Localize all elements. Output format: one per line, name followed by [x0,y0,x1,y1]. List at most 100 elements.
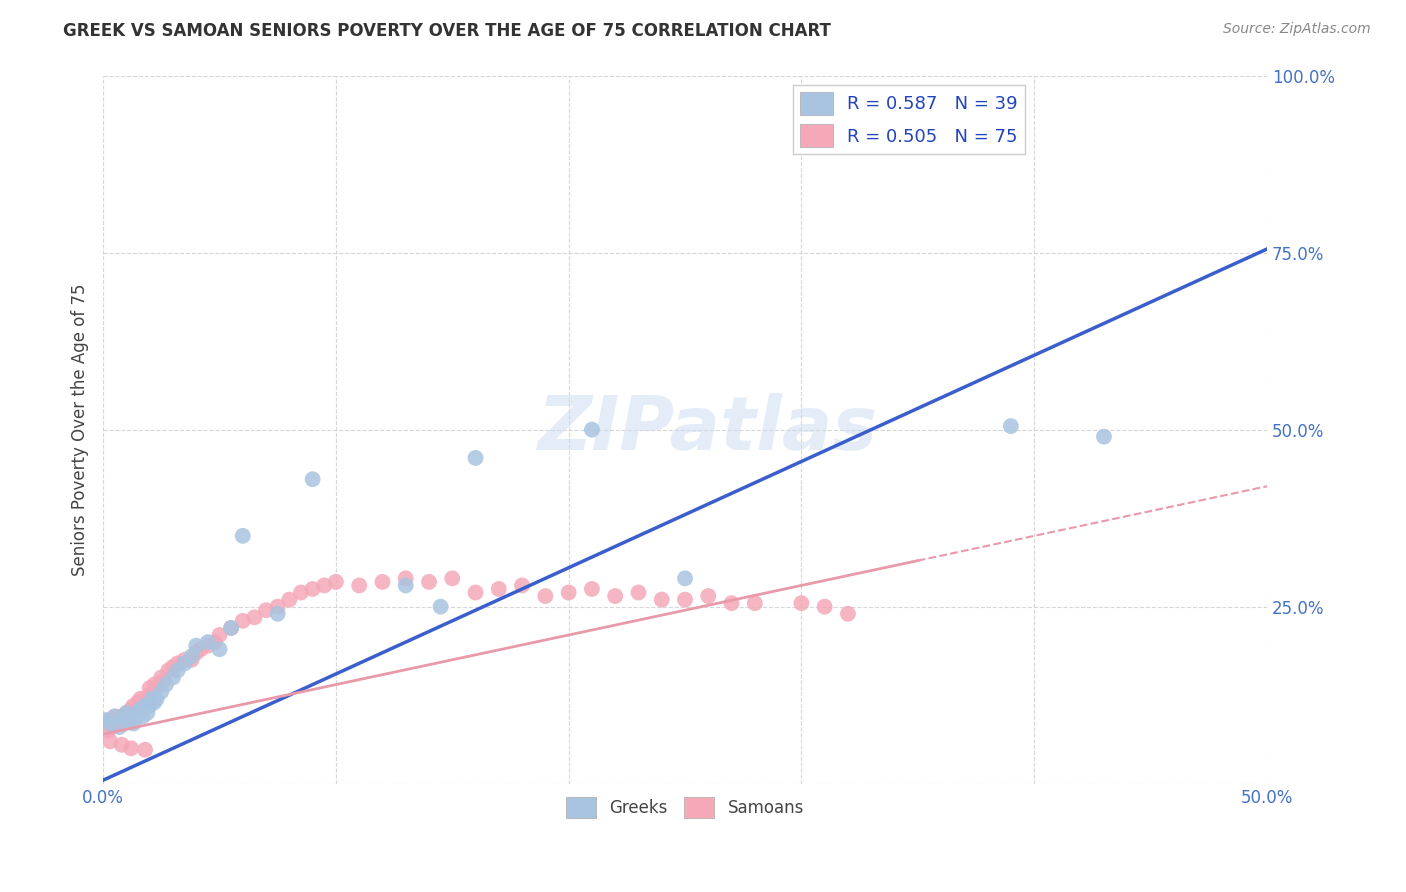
Point [395,578,418,592]
Point [651,592,673,607]
Point [325,574,347,589]
Point [534,589,557,603]
Point [290,585,312,599]
Point [108,720,131,734]
Y-axis label: Seniors Poverty Over the Age of 75: Seniors Poverty Over the Age of 75 [72,284,89,576]
Point [120,706,142,720]
Point [136,695,159,709]
Point [125,709,148,723]
Point [127,706,149,720]
Point [120,712,142,726]
Point [98,716,121,731]
Point [118,714,141,729]
Point [441,571,464,585]
Point [180,653,202,667]
Point [120,741,142,756]
Point [301,472,323,486]
Point [98,713,121,727]
Point [197,639,219,653]
Point [814,599,837,614]
Point [673,592,696,607]
Point [744,596,766,610]
Point [150,671,173,685]
Point [143,695,166,709]
Point [1092,430,1115,444]
Point [166,657,188,671]
Point [131,709,153,723]
Text: ZIPatlas: ZIPatlas [538,393,879,467]
Point [254,603,277,617]
Point [94,713,117,727]
Point [581,582,603,596]
Point [395,571,418,585]
Point [155,677,177,691]
Point [127,698,149,713]
Point [464,585,486,599]
Point [162,671,184,685]
Point [104,709,127,723]
Point [720,596,742,610]
Point [347,578,370,592]
Point [111,738,134,752]
Text: GREEK VS SAMOAN SENIORS POVERTY OVER THE AGE OF 75 CORRELATION CHART: GREEK VS SAMOAN SENIORS POVERTY OVER THE… [63,22,831,40]
Point [98,734,121,748]
Point [152,674,174,689]
Point [112,716,135,731]
Point [104,709,127,723]
Point [122,698,145,713]
Point [418,574,440,589]
Point [145,691,167,706]
Point [208,642,231,657]
Point [134,743,156,757]
Text: Source: ZipAtlas.com: Source: ZipAtlas.com [1223,22,1371,37]
Point [243,610,266,624]
Point [97,723,120,738]
Point [1000,419,1022,434]
Point [173,657,195,671]
Point [581,423,603,437]
Point [371,574,394,589]
Point [790,596,813,610]
Point [173,653,195,667]
Point [190,642,212,657]
Point [278,592,301,607]
Point [186,639,208,653]
Point [134,698,156,713]
Point [118,709,141,723]
Point [134,691,156,706]
Point [208,628,231,642]
Point [101,720,124,734]
Point [267,607,290,621]
Point [162,660,184,674]
Point [104,716,127,731]
Point [138,698,160,713]
Point [115,706,138,720]
Point [673,571,696,585]
Point [115,706,138,720]
Point [219,621,242,635]
Point [557,585,579,599]
Point [627,585,650,599]
Point [197,635,219,649]
Point [166,664,188,678]
Point [138,681,160,695]
Point [157,664,180,678]
Point [129,702,152,716]
Point [219,621,242,635]
Point [314,578,336,592]
Point [510,578,533,592]
Point [122,716,145,731]
Point [232,614,254,628]
Point [94,716,117,731]
Point [125,702,148,716]
Point [105,713,128,727]
Point [605,589,627,603]
Point [186,646,208,660]
Point [204,635,226,649]
Point [141,691,163,706]
Point [120,702,142,716]
Point [145,681,167,695]
Point [697,589,720,603]
Point [138,688,160,702]
Point [136,706,159,720]
